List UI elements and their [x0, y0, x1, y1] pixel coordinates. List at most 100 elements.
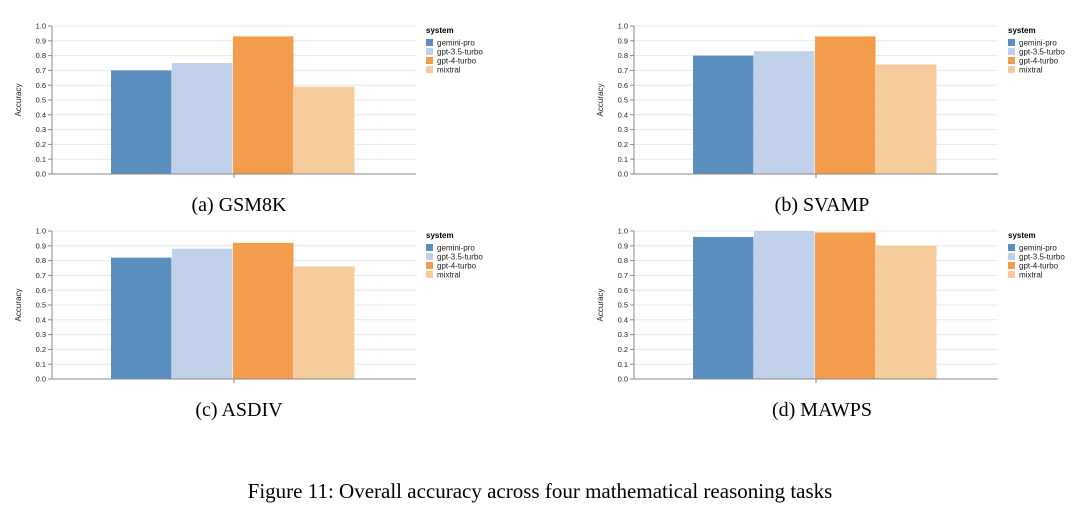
y-axis-label: Accuracy [14, 289, 23, 322]
y-tick-label: 0.5 [618, 301, 628, 310]
y-tick-label: 0.4 [36, 110, 46, 119]
y-tick-label: 0.7 [36, 271, 46, 280]
chart-caption-svamp: (b) SVAMP [774, 194, 870, 216]
legend-label-gpt-3.5-turbo: gpt-3.5-turbo [1019, 48, 1065, 57]
legend-swatch-mixtral [1008, 271, 1015, 278]
bar-mixtral [876, 64, 937, 174]
y-axis-label: Accuracy [596, 84, 605, 117]
legend-title: system [426, 26, 454, 35]
bar-gpt-4-turbo [233, 36, 294, 174]
figure-caption: Figure 11: Overall accuracy across four … [247, 479, 833, 503]
bar-gpt-4-turbo [815, 232, 876, 379]
y-tick-label: 0.6 [36, 81, 46, 90]
legend-swatch-mixtral [1008, 66, 1015, 73]
legend-swatch-gpt-3.5-turbo [1008, 253, 1015, 260]
chart-caption-asdiv: (c) ASDIV [195, 399, 283, 421]
y-tick-label: 0.0 [36, 375, 46, 384]
y-tick-label: 0.3 [36, 125, 46, 134]
legend-label-mixtral: mixtral [1019, 271, 1043, 280]
y-tick-label: 0.0 [36, 170, 46, 179]
bar-gpt-4-turbo [233, 242, 294, 379]
y-tick-label: 0.9 [618, 36, 628, 45]
y-tick-label: 0.9 [36, 241, 46, 250]
legend-swatch-gpt-4-turbo [426, 262, 433, 269]
y-tick-label: 0.8 [36, 51, 46, 60]
y-tick-label: 0.6 [36, 286, 46, 295]
legend-swatch-gpt-3.5-turbo [426, 48, 433, 55]
y-tick-label: 0.2 [618, 140, 628, 149]
y-tick-label: 0.6 [618, 286, 628, 295]
legend-swatch-mixtral [426, 271, 433, 278]
y-tick-label: 0.9 [618, 241, 628, 250]
y-tick-label: 0.1 [618, 360, 628, 369]
y-tick-label: 0.4 [618, 315, 628, 324]
y-tick-label: 0.2 [618, 345, 628, 354]
chart-svg-mawps: Accuracy 0.0 0.1 0.2 0.3 0.4 0.5 0.6 0.7 0.8 0.9 1.… [596, 227, 1065, 384]
legend-swatch-gpt-3.5-turbo [1008, 48, 1015, 55]
y-tick-label: 0.5 [36, 301, 46, 310]
chart-panel-gsm8k: Accuracy 0.0 0.1 0.2 0.3 0.4 0.5 0.6 0.7 0.8 0.9 1.… [10, 18, 510, 188]
legend-swatch-gpt-4-turbo [426, 57, 433, 64]
chart-svg-asdiv: Accuracy 0.0 0.1 0.2 0.3 0.4 0.5 0.6 0.7 0.8 0.9 1.… [14, 227, 483, 384]
legend-swatch-gpt-4-turbo [1008, 262, 1015, 269]
legend-swatch-gemini-pro [1008, 39, 1015, 46]
legend-label-gpt-3.5-turbo: gpt-3.5-turbo [437, 253, 483, 262]
y-tick-label: 1.0 [618, 22, 628, 31]
legend-label-mixtral: mixtral [437, 271, 461, 280]
legend-label-gemini-pro: gemini-pro [1019, 39, 1057, 48]
y-tick-label: 0.7 [36, 66, 46, 75]
legend-swatch-mixtral [426, 66, 433, 73]
legend-swatch-gemini-pro [426, 244, 433, 251]
legend-label-gpt-3.5-turbo: gpt-3.5-turbo [437, 48, 483, 57]
bar-gemini-pro [693, 236, 754, 379]
y-tick-label: 0.3 [618, 125, 628, 134]
y-tick-label: 1.0 [36, 22, 46, 31]
legend-label-gpt-4-turbo: gpt-4-turbo [437, 262, 477, 271]
chart-panel-asdiv: Accuracy 0.0 0.1 0.2 0.3 0.4 0.5 0.6 0.7 0.8 0.9 1.… [10, 223, 510, 393]
legend-label-gemini-pro: gemini-pro [1019, 244, 1057, 253]
bar-gemini-pro [111, 70, 172, 174]
legend-label-gpt-4-turbo: gpt-4-turbo [437, 57, 477, 66]
bar-gpt-3.5-turbo [172, 248, 233, 379]
y-tick-label: 0.8 [36, 256, 46, 265]
y-tick-label: 0.3 [618, 330, 628, 339]
legend-title: system [426, 231, 454, 240]
chart-caption-gsm8k: (a) GSM8K [191, 194, 287, 216]
bar-mixtral [876, 245, 937, 379]
y-tick-label: 0.9 [36, 36, 46, 45]
y-tick-label: 0.8 [618, 256, 628, 265]
y-tick-label: 1.0 [618, 227, 628, 236]
y-tick-label: 0.3 [36, 330, 46, 339]
y-tick-label: 0.5 [36, 96, 46, 105]
y-tick-label: 0.5 [618, 96, 628, 105]
legend-title: system [1008, 26, 1036, 35]
y-tick-label: 0.0 [618, 375, 628, 384]
y-tick-label: 0.4 [618, 110, 628, 119]
y-tick-label: 0.1 [618, 155, 628, 164]
y-tick-label: 0.1 [36, 155, 46, 164]
chart-panel-svamp: Accuracy 0.0 0.1 0.2 0.3 0.4 0.5 0.6 0.7 0.8 0.9 1.… [592, 18, 1080, 188]
y-tick-label: 0.7 [618, 271, 628, 280]
chart-panel-mawps: Accuracy 0.0 0.1 0.2 0.3 0.4 0.5 0.6 0.7 0.8 0.9 1.… [592, 223, 1080, 393]
legend-label-gemini-pro: gemini-pro [437, 39, 475, 48]
y-tick-label: 0.4 [36, 315, 46, 324]
chart-caption-mawps: (d) MAWPS [771, 399, 873, 421]
chart-svg-gsm8k: Accuracy 0.0 0.1 0.2 0.3 0.4 0.5 0.6 0.7 0.8 0.9 1.… [14, 22, 483, 179]
bar-gpt-3.5-turbo [754, 231, 815, 379]
bar-gpt-3.5-turbo [754, 51, 815, 174]
y-tick-label: 1.0 [36, 227, 46, 236]
bar-gemini-pro [111, 257, 172, 379]
y-axis-label: Accuracy [14, 84, 23, 117]
legend-label-gemini-pro: gemini-pro [437, 244, 475, 253]
bar-mixtral [294, 266, 355, 379]
y-tick-label: 0.7 [618, 66, 628, 75]
bar-gpt-4-turbo [815, 36, 876, 174]
bar-gemini-pro [693, 55, 754, 174]
legend-label-gpt-3.5-turbo: gpt-3.5-turbo [1019, 253, 1065, 262]
y-tick-label: 0.2 [36, 140, 46, 149]
legend-label-mixtral: mixtral [437, 66, 461, 75]
legend-title: system [1008, 231, 1036, 240]
bar-mixtral [294, 86, 355, 174]
legend-swatch-gpt-3.5-turbo [426, 253, 433, 260]
y-tick-label: 0.6 [618, 81, 628, 90]
